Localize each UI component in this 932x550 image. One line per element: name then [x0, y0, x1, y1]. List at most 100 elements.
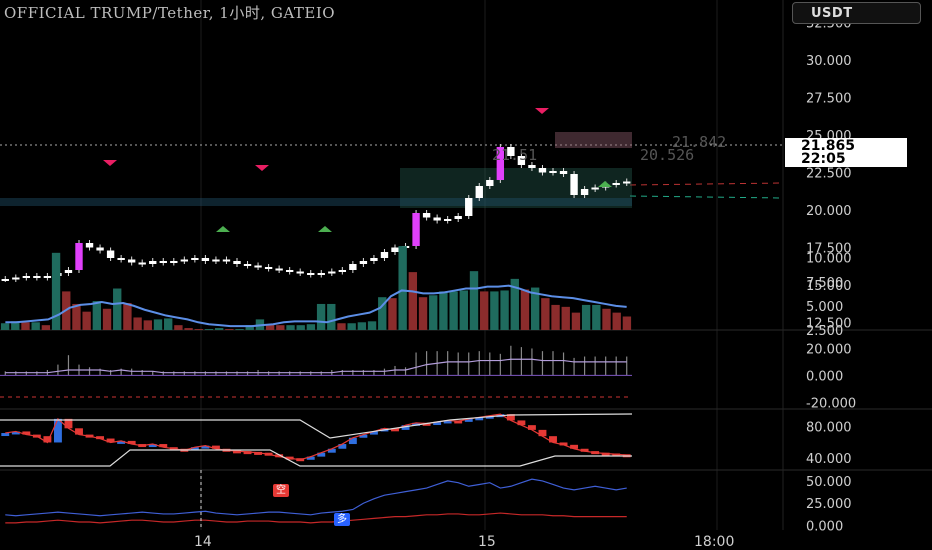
price-candles — [1, 144, 631, 282]
price-axis-label: 0.000 — [806, 520, 843, 535]
oscillator-candle — [43, 436, 52, 443]
price-axis-label: 80.000 — [806, 421, 852, 436]
volume-bar — [367, 321, 377, 330]
price-candle — [591, 187, 599, 190]
oscillator-candle — [201, 445, 210, 449]
oscillator-candle — [306, 456, 315, 460]
currency-button[interactable]: USDT — [792, 2, 921, 24]
oscillator-candles — [1, 413, 631, 462]
price-axis-label: 7.500 — [806, 276, 843, 291]
volume-bar — [21, 322, 30, 330]
volume-bar — [337, 323, 346, 330]
price-axis-label: 20.000 — [806, 204, 852, 219]
volume-bar — [480, 291, 489, 330]
volume-bar — [92, 301, 102, 330]
oscillator-candle — [348, 437, 357, 445]
volume-ma-line — [5, 284, 627, 328]
volume-bars — [0, 246, 632, 330]
volume-bar — [378, 297, 387, 330]
price-candle — [22, 276, 31, 278]
price-axis-label: 40.000 — [806, 452, 852, 467]
volume-bar — [551, 304, 560, 330]
volume-bar — [541, 298, 550, 330]
price-candle — [307, 273, 315, 275]
overlay-level-b: 21.51 — [492, 146, 537, 164]
price-candle — [538, 168, 547, 173]
volume-bar — [388, 298, 397, 330]
price-candle — [43, 276, 52, 278]
level-line-red — [629, 182, 784, 186]
time-label-14: 14 — [194, 534, 212, 550]
volume-bar — [123, 302, 132, 330]
volume-bar — [439, 291, 448, 330]
price-candle — [75, 243, 83, 270]
volume-bar — [357, 322, 367, 330]
volume-bar — [265, 324, 275, 330]
volume-bar — [164, 318, 173, 330]
oscillator-candle — [233, 450, 241, 454]
oscillator-candle — [53, 418, 62, 443]
price-candle — [496, 147, 505, 180]
volume-bar — [113, 288, 122, 330]
price-candle — [222, 259, 231, 262]
sell-triangle-icon — [535, 108, 549, 114]
buy-triangle-icon — [318, 226, 332, 232]
time-label-18: 18:00 — [694, 534, 734, 550]
price-candle — [349, 264, 357, 270]
price-candle — [285, 270, 294, 272]
volume-bar — [184, 328, 193, 330]
volume-bar — [561, 306, 570, 330]
volume-bar — [592, 304, 601, 330]
price-candle — [623, 181, 631, 184]
volume-bar — [398, 246, 407, 330]
buy-triangle-icon — [598, 181, 612, 187]
oscillator-candle — [369, 431, 378, 435]
zone-band — [0, 198, 632, 206]
price-axis-label: 0.000 — [806, 369, 843, 384]
volume-bar — [174, 325, 183, 330]
volume-bar — [296, 325, 305, 330]
price-candle — [106, 250, 115, 258]
price-candle — [159, 261, 167, 263]
price-axis[interactable]: 32.50030.00027.50025.00022.50020.00017.5… — [806, 17, 856, 535]
volume-bar — [102, 308, 112, 330]
price-candle — [233, 261, 241, 264]
price-candle — [422, 213, 431, 218]
volume-bar — [214, 328, 224, 330]
price-candle — [191, 258, 199, 260]
volume-bar — [469, 271, 479, 330]
price-axis-label: -20.000 — [806, 396, 856, 411]
price-candle — [549, 171, 557, 173]
oscillator-candle — [148, 444, 157, 448]
oscillator-candle — [506, 414, 515, 421]
price-axis-label: 20.000 — [806, 342, 852, 357]
price-candle — [127, 259, 136, 263]
time-label-15: 15 — [478, 534, 496, 550]
price-candle — [433, 217, 441, 221]
bottom-series-line — [5, 478, 627, 517]
oscillator-candle — [359, 434, 368, 438]
price-candle — [296, 271, 304, 274]
bottom-lines — [5, 478, 627, 524]
oscillator-candle — [211, 445, 220, 449]
oscillator-candle — [580, 448, 589, 452]
price-candle — [391, 247, 399, 252]
oscillator-candle — [317, 452, 326, 457]
price-axis-label: 27.500 — [806, 92, 852, 107]
indicator-bars — [0, 345, 632, 376]
price-candle — [443, 219, 452, 221]
volume-bar — [204, 329, 214, 330]
price-axis-label: 5.000 — [806, 300, 843, 315]
price-axis-label: 30.000 — [806, 54, 852, 69]
volume-bar — [459, 290, 468, 330]
oscillator-lower-band — [0, 449, 632, 467]
oscillator-candle — [75, 428, 83, 435]
volume-bar — [408, 272, 418, 330]
price-candle — [559, 171, 568, 174]
price-axis-label: 25.000 — [806, 497, 852, 512]
buy-triangle-icon — [216, 226, 230, 232]
price-candle — [33, 276, 41, 278]
price-candle — [370, 258, 378, 261]
volume-bar — [306, 324, 316, 330]
